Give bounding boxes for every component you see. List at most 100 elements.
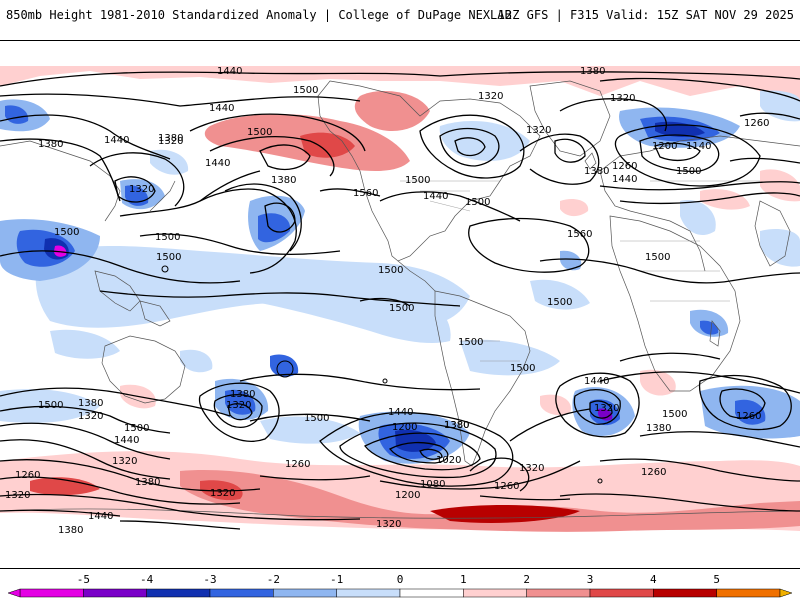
contour-label: 1320 [594,403,619,414]
contour-label: 1320 [5,490,30,501]
contour-label: 1260 [641,467,666,478]
contour-label: 1500 [247,127,272,138]
contour-label: 1320 [610,93,635,104]
contour-label: 1140 [686,141,711,152]
colorbar-segment [209,588,274,598]
contour-label: 1260 [285,459,310,470]
contour-label: 1380 [58,525,83,536]
contour-label: 1260 [612,161,637,172]
contour-label: 1500 [54,227,79,238]
contour-label: 1500 [676,166,701,177]
colorbar-tick-label: -5 [77,573,90,586]
colorbar-tick-label: -1 [330,573,343,586]
contour-label: 1320 [78,411,103,422]
contour-label: 1500 [405,175,430,186]
contour-label: 1380 [580,66,605,77]
contour-labels: 1440 1500 1380 1320 1440 1380 1440 1500 … [5,66,769,536]
contour-label: 1500 [378,265,403,276]
contour-label: 1440 [217,66,242,77]
model-run-info: 12Z GFS | F315 Valid: 15Z SAT NOV 29 202… [497,8,794,22]
contour-label: 1200 [652,141,677,152]
contour-label: 1500 [645,252,670,263]
colorbar-tick-label: -4 [140,573,154,586]
contour-label: 1440 [205,158,230,169]
contour-label: 1200 [392,422,417,433]
header-bar: 850mb Height 1981-2010 Standardized Anom… [0,0,800,41]
colorbar-tick-label: 2 [523,573,530,586]
contour-label: 1380 [271,175,296,186]
contour-label: 1500 [156,252,181,263]
contour-label: 1560 [567,229,592,240]
colorbar-canvas: -5 -4 -3 -2 -1 0 1 2 3 4 5 [7,573,793,598]
colorbar-segment [526,588,591,598]
chart-title: 850mb Height 1981-2010 Standardized Anom… [6,8,512,22]
contour-label: 1440 [612,174,637,185]
contour-label: 1440 [104,135,129,146]
contour-label: 1500 [662,409,687,420]
contour-label: 1380 [78,398,103,409]
contour-label: 1320 [478,91,503,102]
contour-label: 1320 [158,136,183,147]
anomaly-map: 1440 1500 1380 1320 1440 1380 1440 1500 … [0,41,800,569]
coastlines [0,80,800,519]
colorbar-segment [83,588,147,598]
borders [400,180,760,362]
contour-label: 1500 [38,400,63,411]
colorbar-segment [19,588,84,598]
colorbar-tick-label: 4 [650,573,657,586]
colorbar-tick-label: 1 [460,573,467,586]
contour-label: 1380 [230,389,255,400]
height-contours [0,71,800,530]
contour-label: 1080 [420,479,445,490]
colorbar-tick-label: -2 [267,573,280,586]
contour-label: 1380 [158,133,183,144]
contour-label: 1500 [458,337,483,348]
map-canvas: 1440 1500 1380 1320 1440 1380 1440 1500 … [0,41,800,568]
contour-label: 1500 [124,423,149,434]
colorbar-min-arrow [7,588,21,598]
colorbar-segment [273,588,337,598]
small-contour-closures [161,265,603,484]
contour-label: 1320 [519,463,544,474]
contour-label: 1440 [423,191,448,202]
contour-label: 1380 [646,423,671,434]
contour-label: 1500 [465,197,490,208]
contour-label: 1440 [584,376,609,387]
colorbar-segment [589,588,654,598]
contour-label: 1200 [395,490,420,501]
contour-label: 1500 [389,303,414,314]
colorbar-segments [7,588,793,598]
colorbar-tick-label: 0 [397,573,404,586]
colorbar-segment [463,588,527,598]
contour-label: 1500 [304,413,329,424]
contour-label: 1380 [444,420,469,431]
contour-label: 1440 [388,407,413,418]
contour-label: 1380 [38,139,63,150]
contour-label: 1500 [510,363,535,374]
colorbar-segment [653,588,717,598]
colorbar-tick-label: 5 [713,573,720,586]
contour-label: 1500 [155,232,180,243]
contour-label: 1320 [376,519,401,530]
contour-label: 1440 [114,435,139,446]
colorbar: -5 -4 -3 -2 -1 0 1 2 3 4 5 [0,569,800,600]
contour-label: 1320 [210,488,235,499]
contour-label: 1260 [15,470,40,481]
contour-label: 1320 [112,456,137,467]
contour-label: 1560 [353,188,378,199]
positive-anomaly-shading [0,66,800,532]
contour-label: 1380 [444,420,469,431]
contour-label: 1260 [744,118,769,129]
contour-label: 1380 [584,166,609,177]
contour-label: 1380 [135,477,160,488]
contour-label: 1260 [494,481,519,492]
colorbar-segment [336,588,401,598]
contour-label: 1260 [736,411,761,422]
contour-label: 1500 [547,297,572,308]
colorbar-segment [146,588,211,598]
contour-label: 1500 [293,85,318,96]
colorbar-ticks: -5 -4 -3 -2 -1 0 1 2 3 4 5 [77,573,720,586]
contour-label: 1440 [88,511,113,522]
negative-anomaly-shading [0,90,800,464]
colorbar-max-arrow [779,588,793,598]
